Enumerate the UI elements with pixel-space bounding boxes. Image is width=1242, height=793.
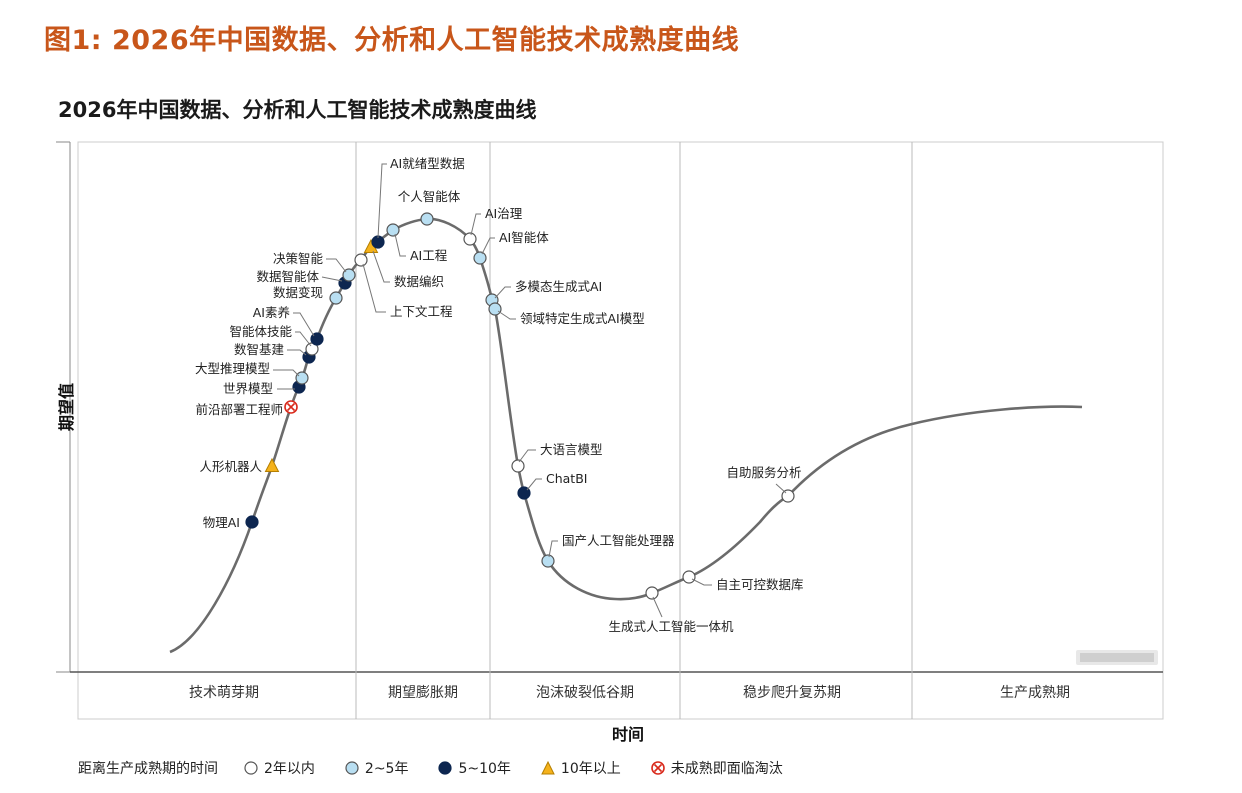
tech-15-label: 个人智能体	[398, 189, 461, 204]
tech-6-label: 智能体技能	[229, 324, 292, 339]
tech-14-leader-line	[394, 233, 406, 257]
tech-23-marker	[645, 586, 659, 600]
tech-14-marker	[386, 223, 400, 237]
tech-25-leader-line	[775, 483, 787, 494]
tech-13-leader-line	[377, 163, 387, 239]
tech-3-label: 世界模型	[223, 381, 273, 396]
tech-17-marker	[473, 251, 487, 265]
tech-22-marker	[541, 554, 555, 568]
tech-5-leader-line	[287, 349, 307, 356]
tech-19-label: 领域特定生成式AI模型	[520, 311, 645, 326]
plot-area	[77, 141, 1164, 673]
phase-label-5: 生产成熟期	[1000, 685, 1070, 701]
tech-11-marker	[354, 253, 368, 267]
phase-label-4: 稳步爬升复苏期	[743, 684, 841, 701]
legend-item-2yr: 2年以内	[244, 758, 315, 778]
legend-label-2-5yr: 2~5年	[364, 761, 409, 777]
tech-1-marker	[264, 457, 280, 472]
crossed-circle-icon	[650, 761, 665, 775]
triangle-icon	[541, 760, 555, 775]
legend-item-5-10yr: 5~10年	[438, 758, 511, 778]
tech-24-leader-line	[691, 578, 712, 586]
tech-7-label: AI素养	[253, 305, 290, 320]
tech-21-label: ChatBI	[546, 471, 587, 486]
tech-18-leader-line	[494, 286, 511, 299]
light-blue-circle-icon	[345, 761, 359, 775]
legend-label-2yr: 2年以内	[264, 761, 315, 777]
tech-10-leader-line	[326, 258, 347, 273]
tech-22-label: 国产人工智能处理器	[562, 533, 675, 548]
legend: 距离生产成熟期的时间 2年以内 2~5年 5~10年 10年以上 未成熟即面临淘…	[78, 758, 813, 778]
tech-8-marker	[329, 291, 343, 305]
tech-16-marker	[463, 232, 477, 246]
tech-18-label: 多模态生成式AI	[515, 279, 602, 294]
phase-label-3: 泡沫破裂低谷期	[536, 685, 634, 701]
legend-item-10plus: 10年以上	[541, 758, 621, 778]
tech-23-label: 生成式人工智能一体机	[608, 619, 734, 634]
tech-5-label: 数智基建	[234, 342, 285, 357]
tech-7-leader-line	[293, 312, 315, 337]
tech-12-label: 数据编织	[394, 274, 444, 289]
figure-title: 图1: 2026年中国数据、分析和人工智能技术成熟度曲线	[44, 25, 740, 56]
navy-circle-icon	[438, 761, 453, 775]
phase-label-1: 技术萌芽期	[189, 685, 259, 701]
watermark	[1076, 650, 1158, 665]
legend-item-2-5yr: 2~5年	[345, 758, 409, 778]
tech-20-marker	[511, 459, 525, 473]
tech-12-leader-line	[372, 250, 390, 283]
tech-10-label: 决策智能	[273, 251, 324, 266]
tech-2-marker	[284, 400, 298, 414]
tech-9-label: 数据智能体	[256, 269, 319, 284]
tech-8-label: 数据变现	[273, 285, 323, 300]
tech-9-leader-line	[321, 276, 343, 282]
tech-17-label: AI智能体	[499, 230, 549, 245]
tech-23-leader-line	[652, 596, 663, 618]
tech-25-label: 自助服务分析	[726, 465, 801, 480]
tech-24-marker	[682, 570, 696, 584]
tech-25-marker	[781, 489, 795, 503]
tech-4-label: 大型推理模型	[195, 361, 270, 376]
tech-17-leader-line	[481, 237, 495, 255]
tech-0-label: 物理AI	[203, 515, 240, 530]
tech-2-label: 前沿部署工程师	[195, 402, 283, 417]
tech-4-leader-line	[273, 369, 300, 377]
tech-22-leader-line	[548, 540, 558, 558]
legend-item-obsolete: 未成熟即面临淘汰	[650, 758, 783, 778]
tech-15-marker	[420, 212, 434, 226]
tech-6-leader-line	[295, 331, 312, 347]
tech-4-marker	[295, 371, 309, 385]
tech-20-label: 大语言模型	[540, 442, 603, 457]
legend-title: 距离生产成熟期的时间	[78, 761, 218, 777]
legend-label-10plus: 10年以上	[560, 761, 621, 777]
tech-1-label: 人形机器人	[199, 459, 262, 474]
x-axis-label: 时间	[612, 725, 644, 744]
tech-21-leader-line	[526, 478, 542, 491]
tech-11-leader-line	[362, 263, 386, 313]
white-circle-icon	[244, 761, 258, 775]
chart-title: 2026年中国数据、分析和人工智能技术成熟度曲线	[58, 98, 537, 122]
phase-label-2: 期望膨胀期	[388, 684, 458, 701]
tech-14-label: AI工程	[410, 248, 448, 263]
legend-label-5-10yr: 5~10年	[458, 761, 511, 777]
tech-19-leader-line	[497, 310, 516, 320]
tech-11-label: 上下文工程	[390, 304, 453, 319]
tech-19-marker	[488, 302, 502, 316]
y-axis-label: 期望值	[57, 383, 76, 431]
tech-0-marker	[245, 515, 259, 529]
tech-24-label: 自主可控数据库	[716, 577, 804, 592]
tech-16-leader-line	[470, 213, 481, 236]
legend-label-obsolete: 未成熟即面临淘汰	[670, 761, 783, 777]
tech-16-label: AI治理	[485, 206, 523, 221]
tech-20-leader-line	[518, 449, 536, 463]
tech-13-label: AI就绪型数据	[390, 156, 465, 171]
phase-band	[77, 671, 1164, 720]
